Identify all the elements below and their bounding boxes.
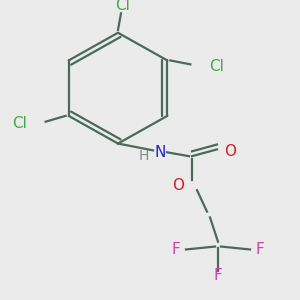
Text: F: F bbox=[214, 268, 222, 283]
Text: F: F bbox=[172, 242, 180, 257]
Text: O: O bbox=[224, 144, 236, 159]
Text: Cl: Cl bbox=[12, 116, 27, 131]
Text: Cl: Cl bbox=[209, 59, 224, 74]
Text: H: H bbox=[139, 149, 149, 163]
Text: O: O bbox=[172, 178, 184, 193]
Text: N: N bbox=[154, 145, 166, 160]
Text: F: F bbox=[256, 242, 264, 257]
Text: Cl: Cl bbox=[116, 0, 130, 13]
